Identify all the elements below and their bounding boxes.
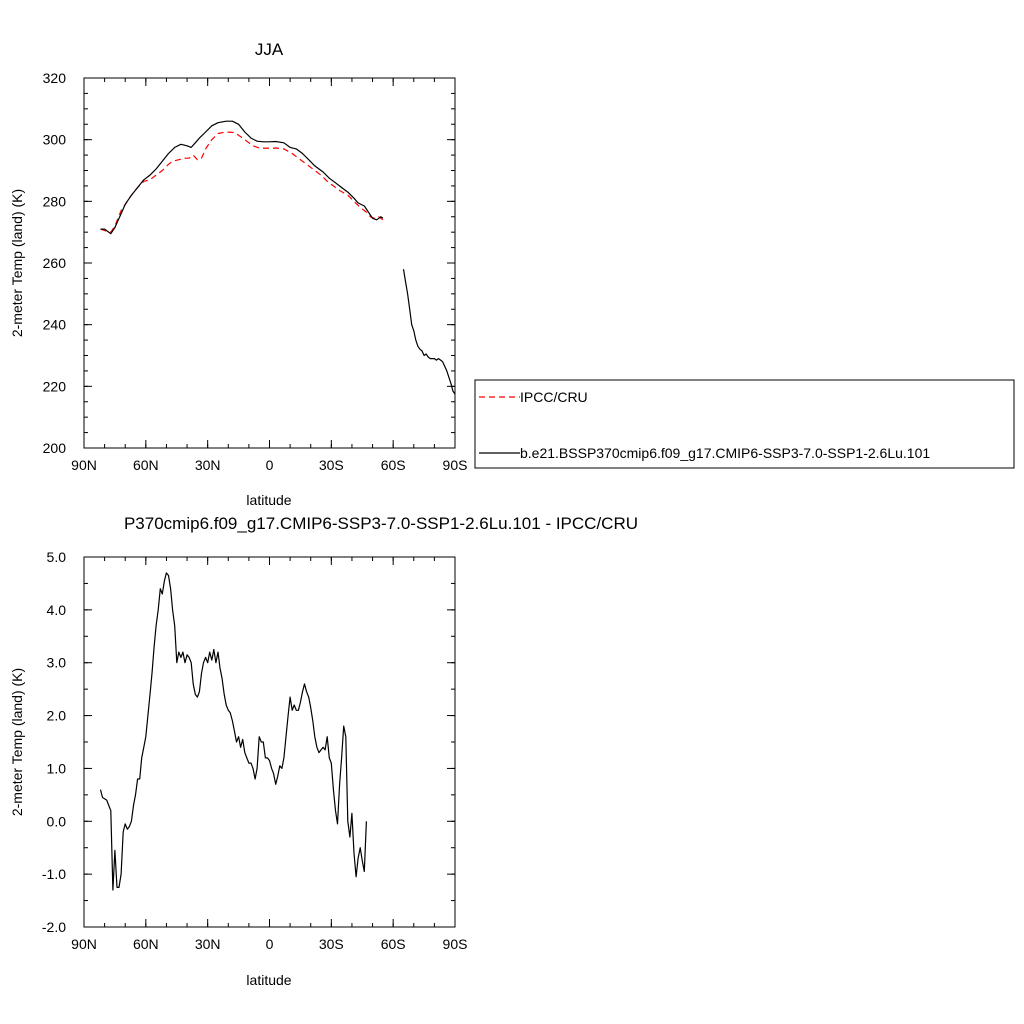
top-series-0-segment-0: [100, 131, 384, 233]
x-tick-label: 90S: [443, 936, 468, 952]
y-tick-label: 3.0: [47, 655, 67, 671]
y-tick-label: 320: [43, 70, 67, 86]
top-series-1-segment-1: [402, 269, 456, 395]
x-tick-label: 90S: [443, 457, 468, 473]
top-series-lines: [100, 120, 456, 395]
x-tick-label: 90N: [71, 936, 97, 952]
y-tick-label: 260: [43, 255, 67, 271]
top-panel: JJA 200 220 240 260 280 300 320 90N 60N 30N 0 30S 6…: [9, 40, 467, 508]
x-tick-label: 30S: [319, 457, 344, 473]
x-tick-label: 30N: [195, 457, 221, 473]
top-axis-ticks: [83, 77, 456, 449]
legend-label-ipcc-cru: IPCC/CRU: [520, 389, 588, 405]
legend: IPCC/CRU b.e21.BSSP370cmip6.f09_g17.CMIP…: [474, 379, 1015, 469]
top-plot-frame: [83, 77, 456, 449]
y-tick-label: 5.0: [47, 549, 67, 565]
x-tick-label: 90N: [71, 457, 97, 473]
bottom-plot-frame: [83, 556, 456, 928]
y-tick-label: 220: [43, 378, 67, 394]
y-tick-label: 240: [43, 317, 67, 333]
y-tick-label: 300: [43, 132, 67, 148]
bottom-series-lines: [99, 572, 367, 891]
bottom-axis-ticks: [83, 556, 456, 928]
x-tick-label: 60S: [381, 457, 406, 473]
legend-box: [474, 379, 1015, 469]
top-y-axis-label: 2-meter Temp (land) (K): [9, 189, 25, 337]
y-tick-label: 1.0: [47, 760, 67, 776]
bot-series-0-segment-0: [99, 572, 367, 891]
y-tick-label: 2.0: [47, 708, 67, 724]
x-tick-label: 0: [266, 936, 274, 952]
bottom-y-axis-label: 2-meter Temp (land) (K): [9, 668, 25, 816]
bottom-chart-title: P370cmip6.f09_g17.CMIP6-SSP3-7.0-SSP1-2.…: [124, 514, 638, 533]
y-tick-label: 280: [43, 193, 67, 209]
x-tick-label: 60N: [133, 936, 159, 952]
y-tick-label: -2.0: [42, 919, 66, 935]
top-chart-title: JJA: [255, 40, 284, 59]
top-y-tick-labels: 200 220 240 260 280 300 320: [43, 70, 67, 456]
top-x-tick-labels: 90N 60N 30N 0 30S 60S 90S: [71, 457, 467, 473]
x-tick-label: 60S: [381, 936, 406, 952]
bottom-y-tick-labels: -2.0 -1.0 0.0 1.0 2.0 3.0 4.0 5.0: [42, 549, 66, 935]
x-tick-label: 60N: [133, 457, 159, 473]
bottom-x-tick-labels: 90N 60N 30N 0 30S 60S 90S: [71, 936, 467, 952]
top-series-1-segment-0: [100, 120, 384, 235]
x-tick-label: 30N: [195, 936, 221, 952]
x-tick-label: 0: [266, 457, 274, 473]
legend-label-model: b.e21.BSSP370cmip6.f09_g17.CMIP6-SSP3-7.…: [520, 445, 930, 461]
y-tick-label: -1.0: [42, 866, 66, 882]
y-tick-label: 200: [43, 440, 67, 456]
y-tick-label: 4.0: [47, 602, 67, 618]
top-x-axis-label: latitude: [246, 492, 291, 508]
x-tick-label: 30S: [319, 936, 344, 952]
bottom-panel: P370cmip6.f09_g17.CMIP6-SSP3-7.0-SSP1-2.…: [9, 514, 638, 988]
bottom-x-axis-label: latitude: [246, 972, 291, 988]
y-tick-label: 0.0: [47, 813, 67, 829]
